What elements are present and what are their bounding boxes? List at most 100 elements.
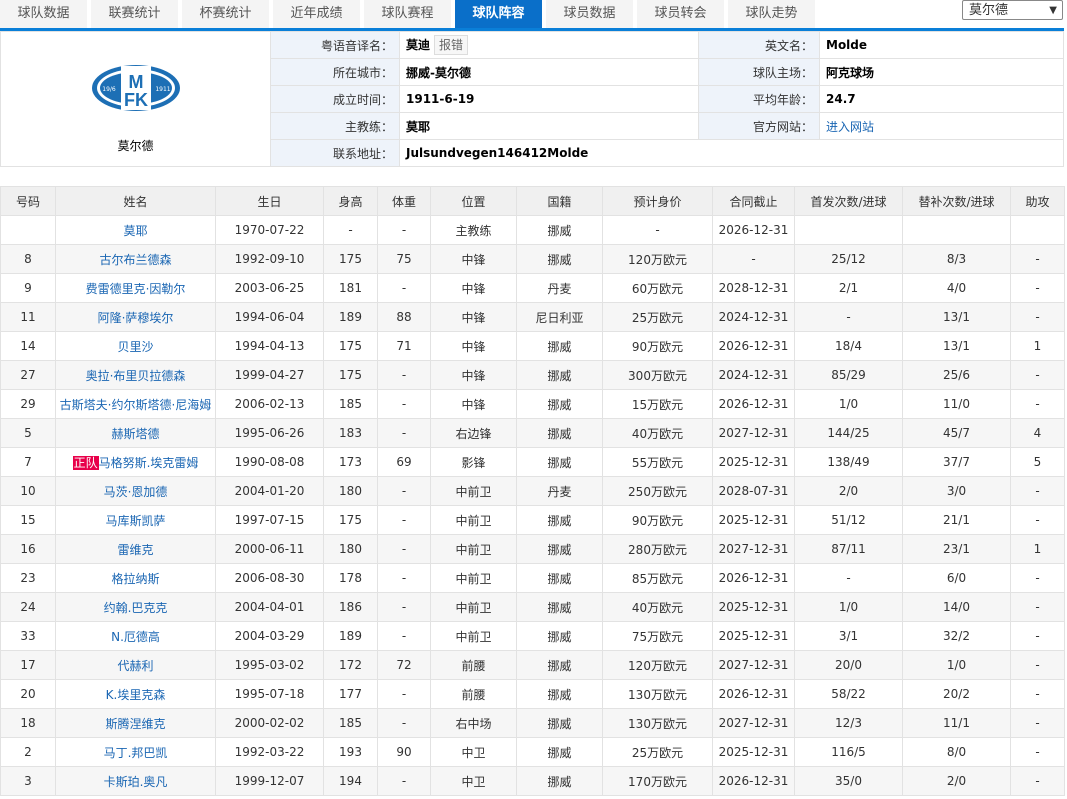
player-name-link[interactable]: 赫斯塔德 xyxy=(55,418,216,448)
player-name[interactable]: 古斯塔夫·约尔斯塔德·尼海姆 xyxy=(59,397,212,412)
player-name-link[interactable]: 斯腾涅维克 xyxy=(55,708,216,738)
table-cell: 170万欧元 xyxy=(602,766,713,796)
tab-5[interactable]: 球队阵容 xyxy=(455,0,542,28)
table-cell: - xyxy=(602,215,713,245)
player-name-link[interactable]: 阿隆·萨穆埃尔 xyxy=(55,302,216,332)
player-name-link[interactable]: 马库斯凯萨 xyxy=(55,505,216,535)
player-name[interactable]: 赫斯塔德 xyxy=(111,426,160,441)
column-header[interactable]: 首发次数/进球 xyxy=(794,186,903,216)
column-header[interactable]: 号码 xyxy=(0,186,56,216)
player-name-link[interactable]: 奥拉·布里贝拉德森 xyxy=(55,360,216,390)
address-label: 联系地址： xyxy=(270,139,400,167)
tab-8[interactable]: 球队走势 xyxy=(728,0,815,28)
player-name-link[interactable]: 古斯塔夫·约尔斯塔德·尼海姆 xyxy=(55,389,216,419)
table-cell: - xyxy=(377,389,431,419)
player-name[interactable]: 贝里沙 xyxy=(117,339,154,354)
cantonese-value: 莫迪 xyxy=(406,38,431,52)
tab-0[interactable]: 球队数据 xyxy=(0,0,87,28)
player-name-link[interactable]: K.埃里克森 xyxy=(55,679,216,709)
player-name-link[interactable]: 约翰.巴克克 xyxy=(55,592,216,622)
player-name-link[interactable]: 卡斯珀.奥凡 xyxy=(55,766,216,796)
nav-tabs: 球队数据 联赛统计 杯赛统计 近年成绩 球队赛程 球队阵容 球员数据 球员转会 球队走势 xyxy=(0,0,1064,31)
tab-7[interactable]: 球员转会 xyxy=(637,0,724,28)
column-header[interactable]: 生日 xyxy=(215,186,324,216)
tab-1[interactable]: 联赛统计 xyxy=(91,0,178,28)
tab-2[interactable]: 杯赛统计 xyxy=(182,0,269,28)
table-cell: 85/29 xyxy=(794,360,903,390)
table-cell: 2000-06-11 xyxy=(215,534,324,564)
player-name-link[interactable]: 代赫利 xyxy=(55,650,216,680)
table-cell: 2026-12-31 xyxy=(712,389,795,419)
tab-4[interactable]: 球队赛程 xyxy=(364,0,451,28)
coach-link[interactable]: 莫耶 xyxy=(399,112,699,140)
player-name[interactable]: 约翰.巴克克 xyxy=(103,600,168,615)
team-select[interactable]: 莫尔德 ▼ xyxy=(962,0,1063,20)
column-header[interactable]: 姓名 xyxy=(55,186,216,216)
player-name[interactable]: 马丁.邦巴凯 xyxy=(103,745,168,760)
website-link[interactable]: 进入网站 xyxy=(819,112,1064,140)
report-error-button[interactable]: 报错 xyxy=(434,35,469,55)
table-cell: - xyxy=(1010,389,1065,419)
player-name[interactable]: 格拉纳斯 xyxy=(111,571,160,586)
table-cell: 1 xyxy=(1010,331,1065,361)
column-header[interactable]: 合同截止 xyxy=(712,186,795,216)
table-cell: 2/0 xyxy=(902,766,1011,796)
player-name-link[interactable]: 费雷德里克·因勒尔 xyxy=(55,273,216,303)
player-name-link[interactable]: 格拉纳斯 xyxy=(55,563,216,593)
table-cell: - xyxy=(1010,244,1065,274)
player-name-link[interactable]: 正队马格努斯.埃克雷姆 xyxy=(55,447,216,477)
table-cell: - xyxy=(1010,476,1065,506)
table-cell: 2004-03-29 xyxy=(215,621,324,651)
table-cell: 37/7 xyxy=(902,447,1011,477)
stadium-link[interactable]: 阿克球场 xyxy=(819,58,1064,86)
english-value: Molde xyxy=(819,31,1064,59)
player-name[interactable]: 马格努斯.埃克雷姆 xyxy=(98,455,199,470)
player-name[interactable]: 古尔布兰德森 xyxy=(99,252,172,267)
player-name-link[interactable]: 贝里沙 xyxy=(55,331,216,361)
column-header[interactable]: 替补次数/进球 xyxy=(902,186,1011,216)
table-cell: 3 xyxy=(0,766,56,796)
table-cell: 180 xyxy=(323,476,378,506)
table-cell: 挪威 xyxy=(516,331,603,361)
column-header[interactable]: 位置 xyxy=(430,186,517,216)
table-cell: 18/4 xyxy=(794,331,903,361)
player-name[interactable]: 代赫利 xyxy=(117,658,154,673)
column-header[interactable]: 体重 xyxy=(377,186,431,216)
player-name[interactable]: 阿隆·萨穆埃尔 xyxy=(97,310,174,325)
column-header[interactable]: 预计身价 xyxy=(602,186,713,216)
column-header[interactable]: 国籍 xyxy=(516,186,603,216)
table-cell: 中锋 xyxy=(430,244,517,274)
column-header[interactable]: 助攻 xyxy=(1010,186,1065,216)
player-name[interactable]: 卡斯珀.奥凡 xyxy=(103,774,168,789)
player-name[interactable]: 斯腾涅维克 xyxy=(105,716,166,731)
table-cell: 250万欧元 xyxy=(602,476,713,506)
table-cell: 72 xyxy=(377,650,431,680)
player-name-link[interactable]: N.厄德高 xyxy=(55,621,216,651)
player-name[interactable]: 费雷德里克·因勒尔 xyxy=(85,281,186,296)
table-cell: - xyxy=(1010,360,1065,390)
table-cell: 2025-12-31 xyxy=(712,447,795,477)
player-name[interactable]: K.埃里克森 xyxy=(105,687,166,702)
player-name-link[interactable]: 雷维克 xyxy=(55,534,216,564)
column-header[interactable]: 身高 xyxy=(323,186,378,216)
player-name[interactable]: 雷维克 xyxy=(117,542,154,557)
table-cell: 185 xyxy=(323,708,378,738)
stadium-label: 球队主场： xyxy=(698,58,820,86)
tab-3[interactable]: 近年成绩 xyxy=(273,0,360,28)
table-cell: 2028-12-31 xyxy=(712,273,795,303)
table-row: 17 代赫利 1995-03-02 172 72 前腰 挪威 120万欧元 2027-12-31… xyxy=(0,650,1065,680)
player-name[interactable]: 马茨·恩加德 xyxy=(103,484,168,499)
table-cell: - xyxy=(1010,766,1065,796)
player-name-link[interactable]: 马丁.邦巴凯 xyxy=(55,737,216,767)
player-name-link[interactable]: 古尔布兰德森 xyxy=(55,244,216,274)
tab-6[interactable]: 球员数据 xyxy=(546,0,633,28)
player-name-link[interactable]: 莫耶 xyxy=(55,215,216,245)
city-label: 所在城市： xyxy=(270,58,400,86)
svg-text:FK: FK xyxy=(124,90,148,110)
player-name-link[interactable]: 马茨·恩加德 xyxy=(55,476,216,506)
player-name[interactable]: 奥拉·布里贝拉德森 xyxy=(85,368,186,383)
table-cell: 11/1 xyxy=(902,708,1011,738)
player-name[interactable]: 莫耶 xyxy=(123,223,148,238)
player-name[interactable]: 马库斯凯萨 xyxy=(105,513,166,528)
player-name[interactable]: N.厄德高 xyxy=(111,629,160,644)
